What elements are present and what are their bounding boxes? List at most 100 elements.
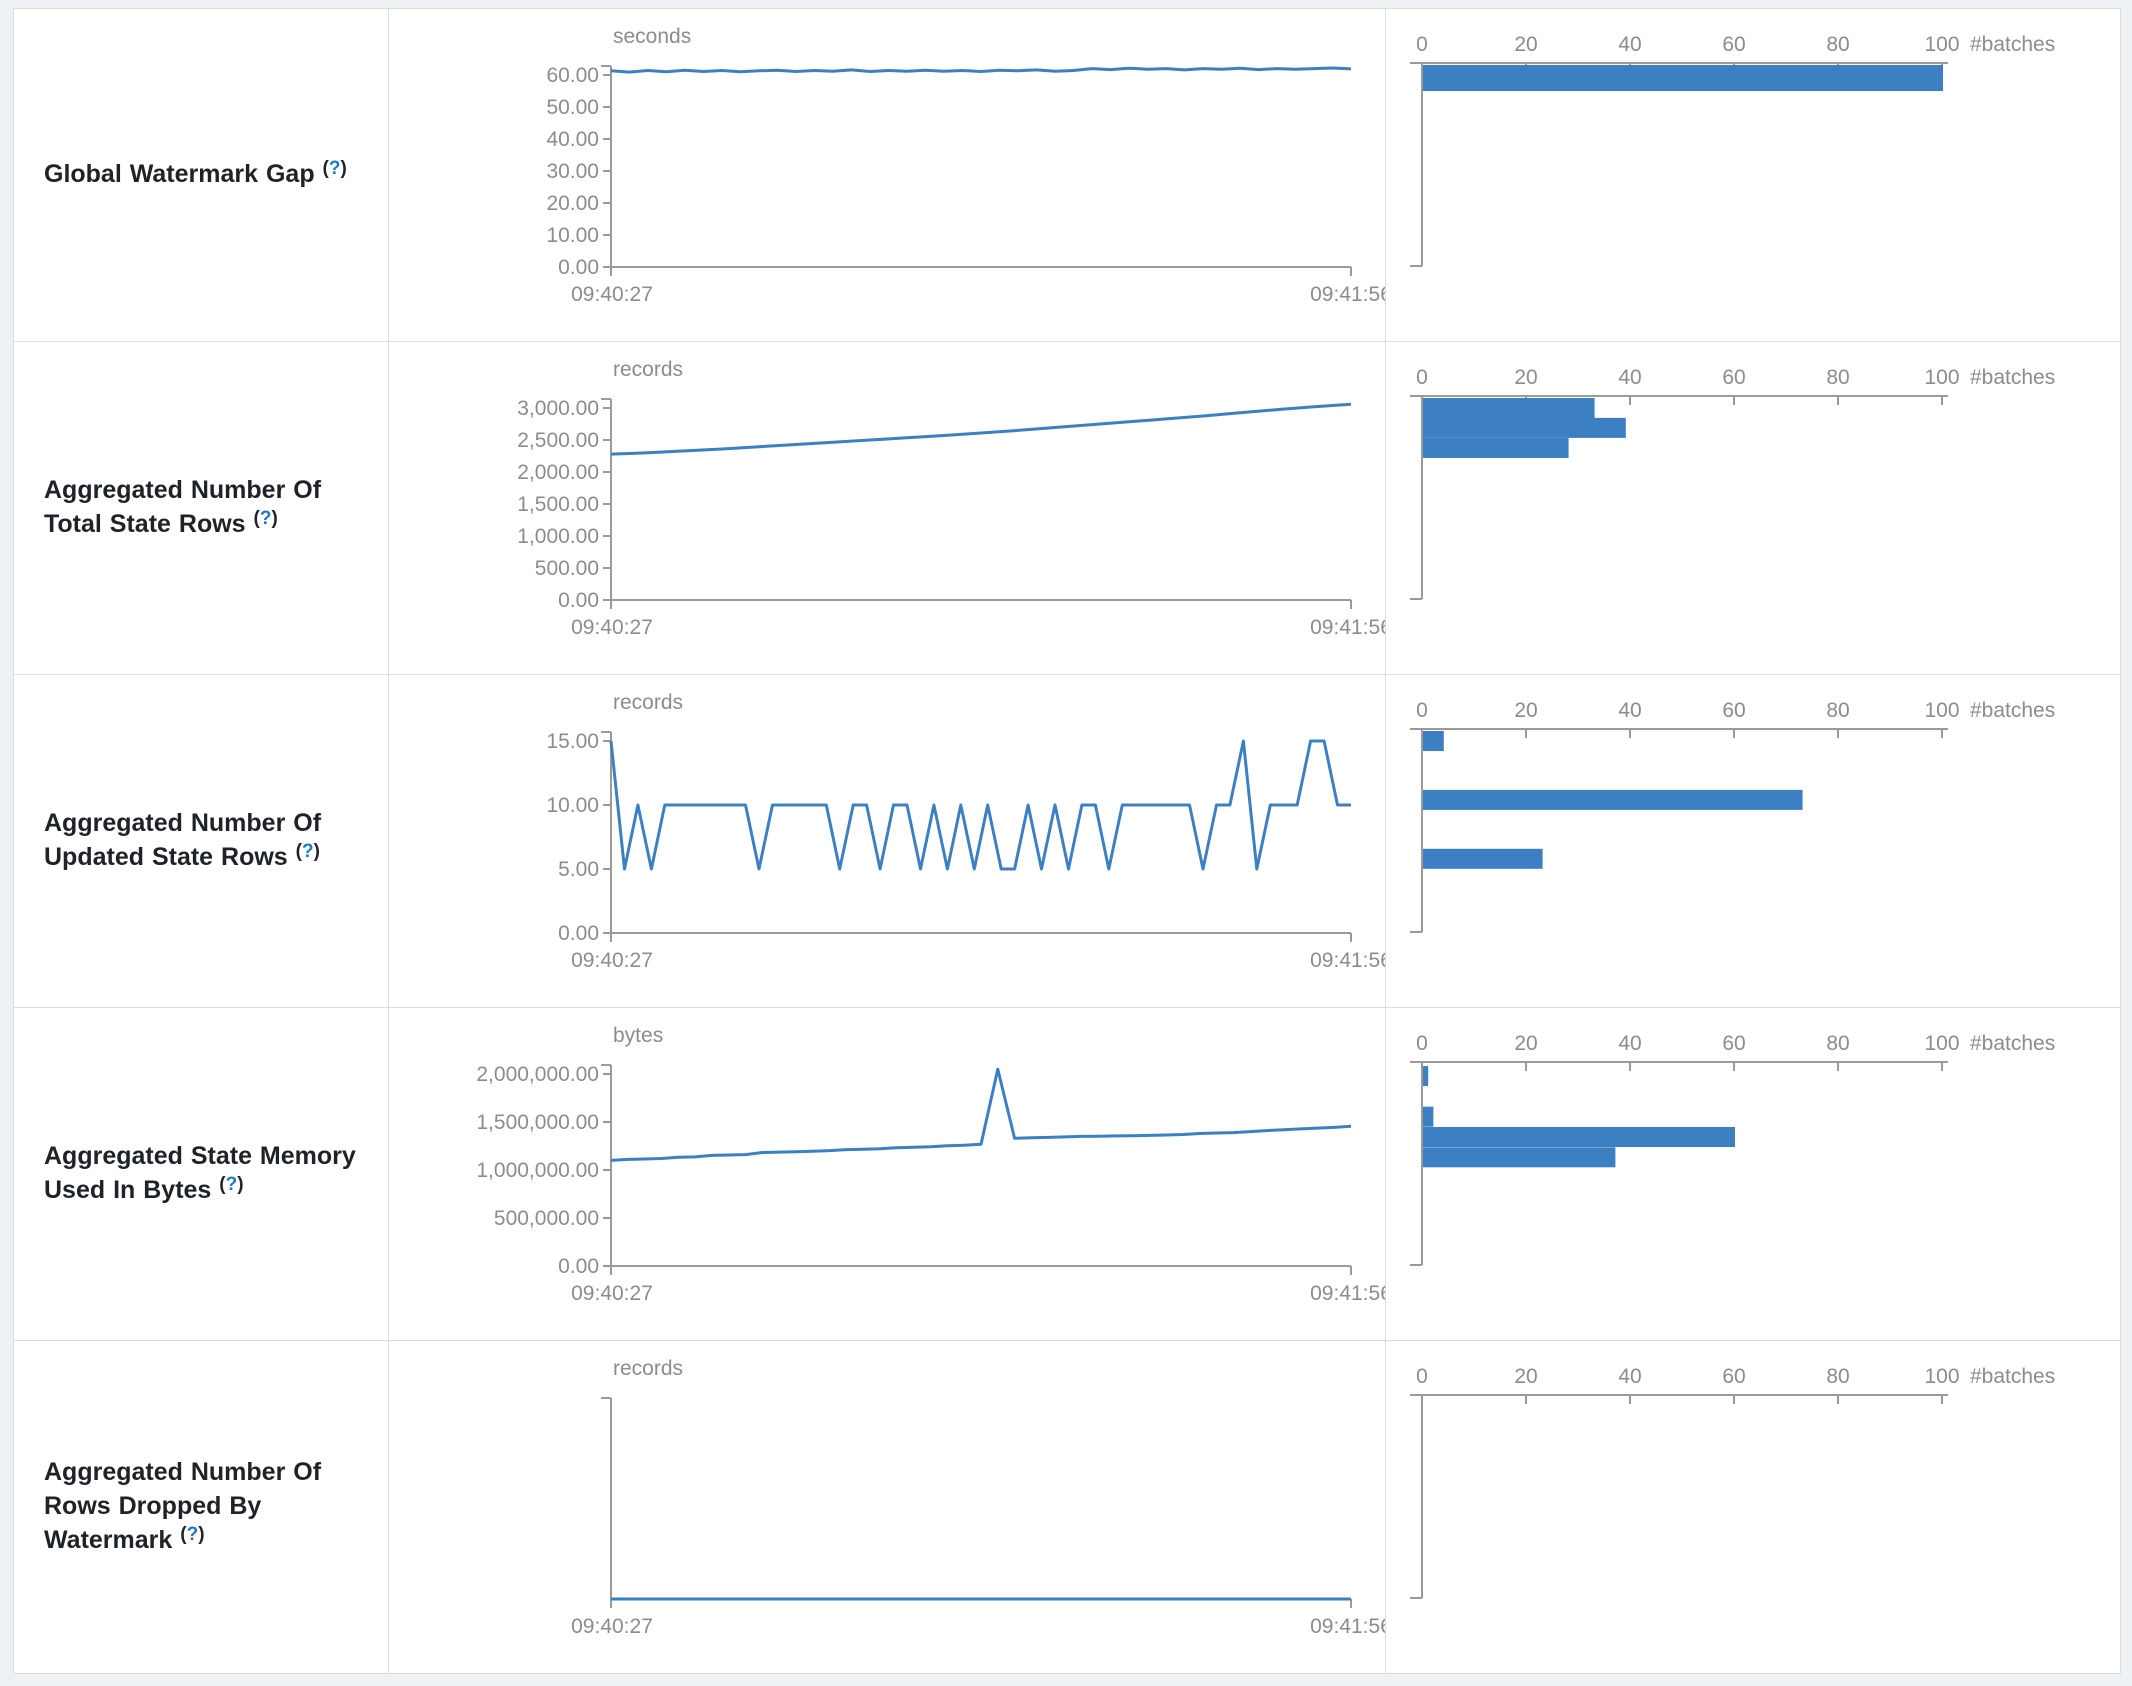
x-tick-label-start: 09:40:27 <box>571 283 653 306</box>
question-mark-icon[interactable]: ? <box>225 1173 238 1195</box>
hist-axis-label: #batches <box>1970 1032 2055 1055</box>
histogram-bar <box>1423 848 1543 869</box>
hist-x-tick-label: 20 <box>1514 1365 1537 1388</box>
x-tick-label-start: 09:40:27 <box>571 949 653 972</box>
hist-x-tick-label: 0 <box>1416 366 1428 389</box>
y-tick-label: 0.00 <box>558 1255 599 1278</box>
y-tick-label: 1,500.00 <box>517 493 599 516</box>
x-tick-label-end: 09:41:56 <box>1310 283 1385 306</box>
line-chart-state-memory: bytes 2,000,000.00 1,500,000.00 1,000,000.0… <box>476 1024 1385 1305</box>
table-row-label-updated-state-rows: Aggregated Number Of Updated State Rows … <box>14 675 388 1007</box>
question-mark-icon[interactable]: ? <box>328 157 341 179</box>
hist-x-tick-label: 20 <box>1514 33 1537 56</box>
histogram-bar <box>1423 1106 1434 1127</box>
line-chart-rows-dropped: records 09:40:27 09:41:56 <box>571 1357 1385 1638</box>
hist-x-tick-label: 60 <box>1722 699 1745 722</box>
hist-x-tick-label: 0 <box>1416 699 1428 722</box>
histogram-bar <box>1423 731 1444 751</box>
y-tick-label: 10.00 <box>546 794 599 817</box>
y-tick-label: 5.00 <box>558 858 599 881</box>
question-mark-icon[interactable]: ? <box>301 840 314 862</box>
question-mark-icon[interactable]: ? <box>259 507 272 529</box>
metric-label-text: Aggregated State Memory Used In Bytes <box>44 1141 356 1204</box>
help-tooltip-link[interactable]: (?) <box>180 1523 205 1545</box>
x-tick-label-start: 09:40:27 <box>571 616 653 639</box>
hist-x-tick-label: 20 <box>1514 1032 1537 1055</box>
x-tick-label-start: 09:40:27 <box>571 1282 653 1305</box>
histogram-cell-3: 0 20 40 60 80 100 #batches <box>1386 1008 2120 1340</box>
table-row-label-state-memory: Aggregated State Memory Used In Bytes (?… <box>14 1008 388 1340</box>
histogram-bar <box>1423 398 1595 418</box>
metric-label-text: Aggregated Number Of Updated State Rows <box>44 808 322 871</box>
histogram-bar <box>1423 789 1803 810</box>
histogram-cell-2: 0 20 40 60 80 100 #batches <box>1386 675 2120 1007</box>
metric-label-text: Aggregated Number Of Rows Dropped By Wat… <box>44 1457 322 1554</box>
hist-x-tick-label: 0 <box>1416 1032 1428 1055</box>
hist-x-tick-label: 100 <box>1924 699 1959 722</box>
unit-label: records <box>613 1357 683 1380</box>
question-mark-icon[interactable]: ? <box>186 1523 199 1545</box>
y-tick-label: 30.00 <box>546 160 599 183</box>
y-tick-label: 1,000,000.00 <box>476 1159 599 1182</box>
line-chart-total-state-rows: records 3,000.00 2,500.00 2,000.00 1,500.00 1… <box>517 358 1385 639</box>
y-tick-label: 50.00 <box>546 96 599 119</box>
y-tick-label: 10.00 <box>546 224 599 247</box>
hist-x-tick-label: 100 <box>1924 366 1959 389</box>
unit-label: bytes <box>613 1024 663 1047</box>
metric-label: Global Watermark Gap (?) <box>14 157 373 194</box>
metric-timeline-line <box>610 66 1352 74</box>
metric-timeline-line <box>609 739 1351 871</box>
table-row-label-watermark-gap: Global Watermark Gap (?) <box>14 9 388 341</box>
help-tooltip-link[interactable]: (?) <box>322 157 347 179</box>
y-tick-label: 15.00 <box>546 730 599 753</box>
metric-label: Aggregated State Memory Used In Bytes (?… <box>14 1139 388 1210</box>
hist-x-tick-label: 100 <box>1924 1032 1959 1055</box>
help-tooltip-link[interactable]: (?) <box>219 1173 244 1195</box>
hist-x-tick-label: 20 <box>1514 366 1537 389</box>
x-tick-label-end: 09:41:56 <box>1310 1282 1385 1305</box>
metric-timeline-line <box>610 1067 1352 1162</box>
timeline-chart-cell-3: bytes 2,000,000.00 1,500,000.00 1,000,000.0… <box>389 1008 1385 1340</box>
hist-x-tick-label: 100 <box>1924 1365 1959 1388</box>
y-tick-label: 500,000.00 <box>494 1207 599 1230</box>
y-tick-label: 2,000.00 <box>517 461 599 484</box>
hist-x-tick-label: 0 <box>1416 33 1428 56</box>
line-chart-updated-state-rows: records 15.00 10.00 5.00 0.00 09:40:27 09:41:5… <box>546 691 1385 972</box>
y-tick-label: 0.00 <box>558 922 599 945</box>
histogram-bar <box>1423 417 1626 438</box>
help-tooltip-link[interactable]: (?) <box>295 840 320 862</box>
histogram-cell-4: 0 20 40 60 80 100 #batches <box>1386 1341 2120 1673</box>
histogram-chart-total-state-rows: 0 20 40 60 80 100 #batches <box>1410 366 2055 600</box>
help-tooltip-link[interactable]: (?) <box>253 507 278 529</box>
hist-x-tick-label: 40 <box>1618 33 1641 56</box>
histogram-bar <box>1423 1147 1616 1168</box>
timeline-chart-cell-1: records 3,000.00 2,500.00 2,000.00 1,500.00 1… <box>389 342 1385 674</box>
hist-x-tick-label: 80 <box>1826 366 1849 389</box>
unit-label: seconds <box>613 25 691 48</box>
y-tick-label: 500.00 <box>535 557 599 580</box>
y-tick-label: 20.00 <box>546 192 599 215</box>
histogram-bar <box>1423 65 1943 91</box>
x-tick-label-start: 09:40:27 <box>571 1615 653 1638</box>
hist-x-tick-label: 0 <box>1416 1365 1428 1388</box>
unit-label: records <box>613 358 683 381</box>
hist-x-tick-label: 60 <box>1722 1365 1745 1388</box>
y-tick-label: 1,000.00 <box>517 525 599 548</box>
hist-x-tick-label: 60 <box>1722 33 1745 56</box>
hist-x-tick-label: 80 <box>1826 1365 1849 1388</box>
hist-x-tick-label: 80 <box>1826 33 1849 56</box>
hist-axis-label: #batches <box>1970 366 2055 389</box>
y-tick-label: 40.00 <box>546 128 599 151</box>
table-row-label-total-state-rows: Aggregated Number Of Total State Rows (?… <box>14 342 388 674</box>
hist-x-tick-label: 80 <box>1826 1032 1849 1055</box>
x-tick-label-end: 09:41:56 <box>1310 616 1385 639</box>
histogram-bar <box>1423 1127 1735 1147</box>
hist-x-tick-label: 60 <box>1722 366 1745 389</box>
histogram-chart-rows-dropped: 0 20 40 60 80 100 #batches <box>1410 1365 2055 1599</box>
metric-timeline-line <box>610 402 1352 456</box>
x-tick-label-end: 09:41:56 <box>1310 1615 1385 1638</box>
timeline-chart-cell-4: records 09:40:27 09:41:56 <box>389 1341 1385 1673</box>
streaming-stats-table: Global Watermark Gap (?) seconds 60.00 50.… <box>13 8 2121 1674</box>
histogram-cell-1: 0 20 40 60 80 100 #batches <box>1386 342 2120 674</box>
hist-x-tick-label: 100 <box>1924 33 1959 56</box>
